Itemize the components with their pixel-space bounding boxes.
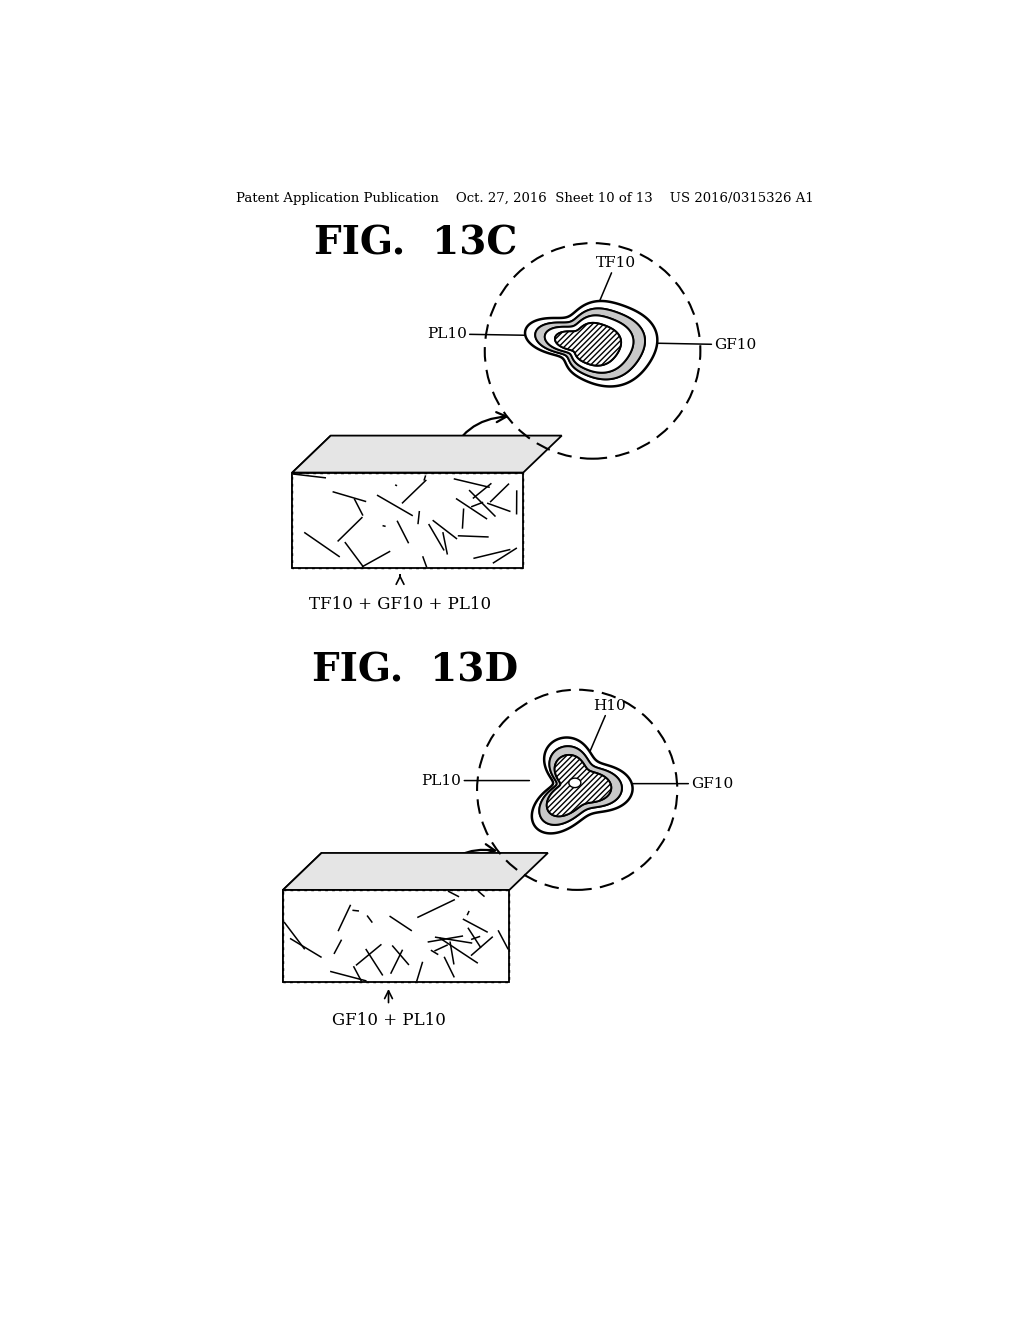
Polygon shape (555, 323, 622, 366)
Text: GF10: GF10 (655, 338, 757, 351)
Polygon shape (540, 746, 622, 825)
Text: H10: H10 (580, 698, 626, 776)
Text: GF10: GF10 (633, 776, 733, 791)
Polygon shape (545, 315, 634, 372)
Polygon shape (547, 755, 611, 816)
Text: TF10: TF10 (596, 256, 636, 304)
Polygon shape (540, 746, 622, 825)
Polygon shape (531, 738, 633, 833)
Text: FIG.  13D: FIG. 13D (312, 652, 518, 689)
Polygon shape (283, 853, 322, 982)
Polygon shape (292, 436, 331, 568)
Polygon shape (536, 309, 645, 379)
Polygon shape (569, 779, 581, 788)
Polygon shape (547, 755, 611, 816)
Text: PL10: PL10 (427, 327, 541, 341)
Text: Patent Application Publication    Oct. 27, 2016  Sheet 10 of 13    US 2016/03153: Patent Application Publication Oct. 27, … (236, 191, 814, 205)
Text: GF10 + PL10: GF10 + PL10 (332, 1011, 445, 1028)
Polygon shape (283, 853, 548, 890)
Text: PL10: PL10 (422, 774, 529, 788)
Text: FIG.  13C: FIG. 13C (313, 224, 517, 263)
Polygon shape (555, 323, 622, 366)
Text: TF10 + GF10 + PL10: TF10 + GF10 + PL10 (309, 595, 492, 612)
Polygon shape (525, 301, 657, 387)
Polygon shape (292, 436, 562, 473)
Polygon shape (292, 473, 523, 568)
Polygon shape (283, 890, 509, 982)
Polygon shape (545, 315, 634, 372)
Polygon shape (536, 309, 645, 379)
